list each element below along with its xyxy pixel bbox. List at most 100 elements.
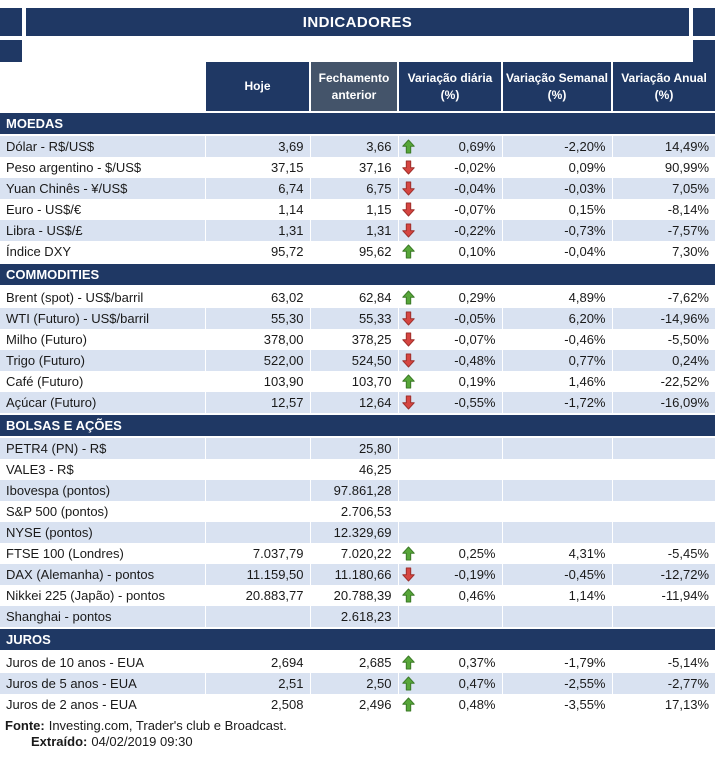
- section-header-bolsas-e-acoes: BOLSAS E AÇÕES: [0, 413, 715, 438]
- cell-variacao-semanal: 4,31%: [501, 543, 612, 564]
- cell-variacao-anual: [611, 480, 715, 501]
- cell-fechamento-anterior: 2.706,53: [309, 501, 398, 522]
- up-arrow-icon: [401, 588, 415, 603]
- indicator-label: Juros de 5 anos - EUA: [0, 673, 205, 694]
- indicator-label: S&P 500 (pontos): [0, 501, 205, 522]
- title-bar: INDICADORES: [0, 8, 715, 36]
- table-row: NYSE (pontos) 12.329,69: [0, 522, 715, 543]
- cell-hoje: 20.883,77: [204, 585, 310, 606]
- cell-variacao-anual: [611, 522, 715, 543]
- table-row: S&P 500 (pontos) 2.706,53: [0, 501, 715, 522]
- cell-hoje: [204, 501, 310, 522]
- cell-hoje: 55,30: [204, 308, 310, 329]
- table-row: WTI (Futuro) - US$/barril 55,30 55,33 -0,05…: [0, 308, 715, 329]
- cell-hoje: [204, 606, 310, 628]
- down-arrow-icon: [401, 223, 415, 238]
- table-header-row: Hoje Fechamento anterior Variação diária…: [0, 62, 715, 112]
- cell-fechamento-anterior: 20.788,39: [309, 585, 398, 606]
- up-arrow-icon: [401, 374, 415, 389]
- cell-variacao-semanal: 1,46%: [501, 371, 612, 392]
- column-header-variacao-diaria: Variação diária (%): [397, 62, 502, 112]
- indicator-label: Yuan Chinês - ¥/US$: [0, 178, 205, 199]
- cell-variacao-semanal: -0,45%: [501, 564, 612, 585]
- cell-variacao-diaria: 0,29%: [397, 286, 502, 308]
- cell-variacao-semanal: -3,55%: [501, 694, 612, 715]
- cell-variacao-semanal: -2,20%: [501, 135, 612, 157]
- indicator-label: VALE3 - R$: [0, 459, 205, 480]
- table-row: Nikkei 225 (Japão) - pontos 20.883,77 20.7…: [0, 585, 715, 606]
- cell-hoje: [204, 480, 310, 501]
- up-arrow-icon: [401, 655, 415, 670]
- down-arrow-icon: [401, 160, 415, 175]
- indicator-label: Milho (Futuro): [0, 329, 205, 350]
- cell-variacao-anual: -5,50%: [611, 329, 715, 350]
- indicator-label: WTI (Futuro) - US$/barril: [0, 308, 205, 329]
- cell-variacao-semanal: [501, 459, 612, 480]
- cell-variacao-anual: -22,52%: [611, 371, 715, 392]
- column-header-fechamento-anterior: Fechamento anterior: [309, 62, 398, 112]
- cell-hoje: 1,31: [204, 220, 310, 241]
- cell-variacao-semanal: [501, 437, 612, 459]
- cell-variacao-diaria: -0,05%: [397, 308, 502, 329]
- cell-variacao-semanal: 0,09%: [501, 157, 612, 178]
- section-row-moedas: MOEDAS: [0, 111, 715, 136]
- cell-hoje: [204, 522, 310, 543]
- section-header-juros: JUROS: [0, 627, 715, 652]
- cell-hoje: 2,694: [204, 651, 310, 673]
- cell-variacao-diaria: -0,22%: [397, 220, 502, 241]
- cell-variacao-diaria: -0,19%: [397, 564, 502, 585]
- cell-variacao-diaria: [397, 480, 502, 501]
- cell-fechamento-anterior: 12.329,69: [309, 522, 398, 543]
- cell-variacao-diaria: -0,04%: [397, 178, 502, 199]
- table-row: Euro - US$/€ 1,14 1,15 -0,07% 0,15% -8,14%: [0, 199, 715, 220]
- up-arrow-icon: [401, 697, 415, 712]
- up-arrow-icon: [401, 546, 415, 561]
- cell-fechamento-anterior: 97.861,28: [309, 480, 398, 501]
- cell-variacao-anual: 0,24%: [611, 350, 715, 371]
- table-row: DAX (Alemanha) - pontos 11.159,50 11.180,6…: [0, 564, 715, 585]
- cell-fechamento-anterior: 2,685: [309, 651, 398, 673]
- indicator-label: Índice DXY: [0, 241, 205, 263]
- indicator-label: Euro - US$/€: [0, 199, 205, 220]
- cell-variacao-semanal: -1,79%: [501, 651, 612, 673]
- cell-variacao-semanal: [501, 501, 612, 522]
- table-row: Peso argentino - $/US$ 37,15 37,16 -0,02% 0,…: [0, 157, 715, 178]
- indicator-label: Nikkei 225 (Japão) - pontos: [0, 585, 205, 606]
- cell-variacao-anual: -16,09%: [611, 392, 715, 414]
- cell-variacao-semanal: 0,77%: [501, 350, 612, 371]
- cell-variacao-semanal: -0,46%: [501, 329, 612, 350]
- indicator-label: Ibovespa (pontos): [0, 480, 205, 501]
- cell-fechamento-anterior: 62,84: [309, 286, 398, 308]
- cell-variacao-semanal: 0,15%: [501, 199, 612, 220]
- cell-variacao-semanal: 6,20%: [501, 308, 612, 329]
- edge-block-right: [693, 40, 715, 62]
- cell-fechamento-anterior: 7.020,22: [309, 543, 398, 564]
- cell-hoje: 63,02: [204, 286, 310, 308]
- indicator-label: Shanghai - pontos: [0, 606, 205, 628]
- cell-variacao-diaria: 0,46%: [397, 585, 502, 606]
- cell-variacao-semanal: -2,55%: [501, 673, 612, 694]
- down-arrow-icon: [401, 353, 415, 368]
- cell-hoje: 6,74: [204, 178, 310, 199]
- up-arrow-icon: [401, 676, 415, 691]
- cell-variacao-diaria: -0,55%: [397, 392, 502, 414]
- cell-variacao-anual: 14,49%: [611, 135, 715, 157]
- section-row-juros: JUROS: [0, 627, 715, 652]
- column-header-variacao-semanal: Variação Semanal (%): [501, 62, 612, 112]
- section-row-bolsas-e-acoes: BOLSAS E AÇÕES: [0, 413, 715, 438]
- table-row: Yuan Chinês - ¥/US$ 6,74 6,75 -0,04% -0,03% 7…: [0, 178, 715, 199]
- indicator-label: DAX (Alemanha) - pontos: [0, 564, 205, 585]
- indicator-label: Café (Futuro): [0, 371, 205, 392]
- down-arrow-icon: [401, 181, 415, 196]
- cell-variacao-semanal: 1,14%: [501, 585, 612, 606]
- cell-variacao-anual: [611, 606, 715, 628]
- page-title: INDICADORES: [26, 8, 689, 36]
- table-row: Açúcar (Futuro) 12,57 12,64 -0,55% -1,72% -16…: [0, 392, 715, 414]
- cell-hoje: 378,00: [204, 329, 310, 350]
- cell-variacao-anual: -12,72%: [611, 564, 715, 585]
- cell-variacao-semanal: [501, 480, 612, 501]
- cell-variacao-diaria: -0,02%: [397, 157, 502, 178]
- cell-hoje: 1,14: [204, 199, 310, 220]
- cell-variacao-diaria: [397, 437, 502, 459]
- indicator-label: Juros de 10 anos - EUA: [0, 651, 205, 673]
